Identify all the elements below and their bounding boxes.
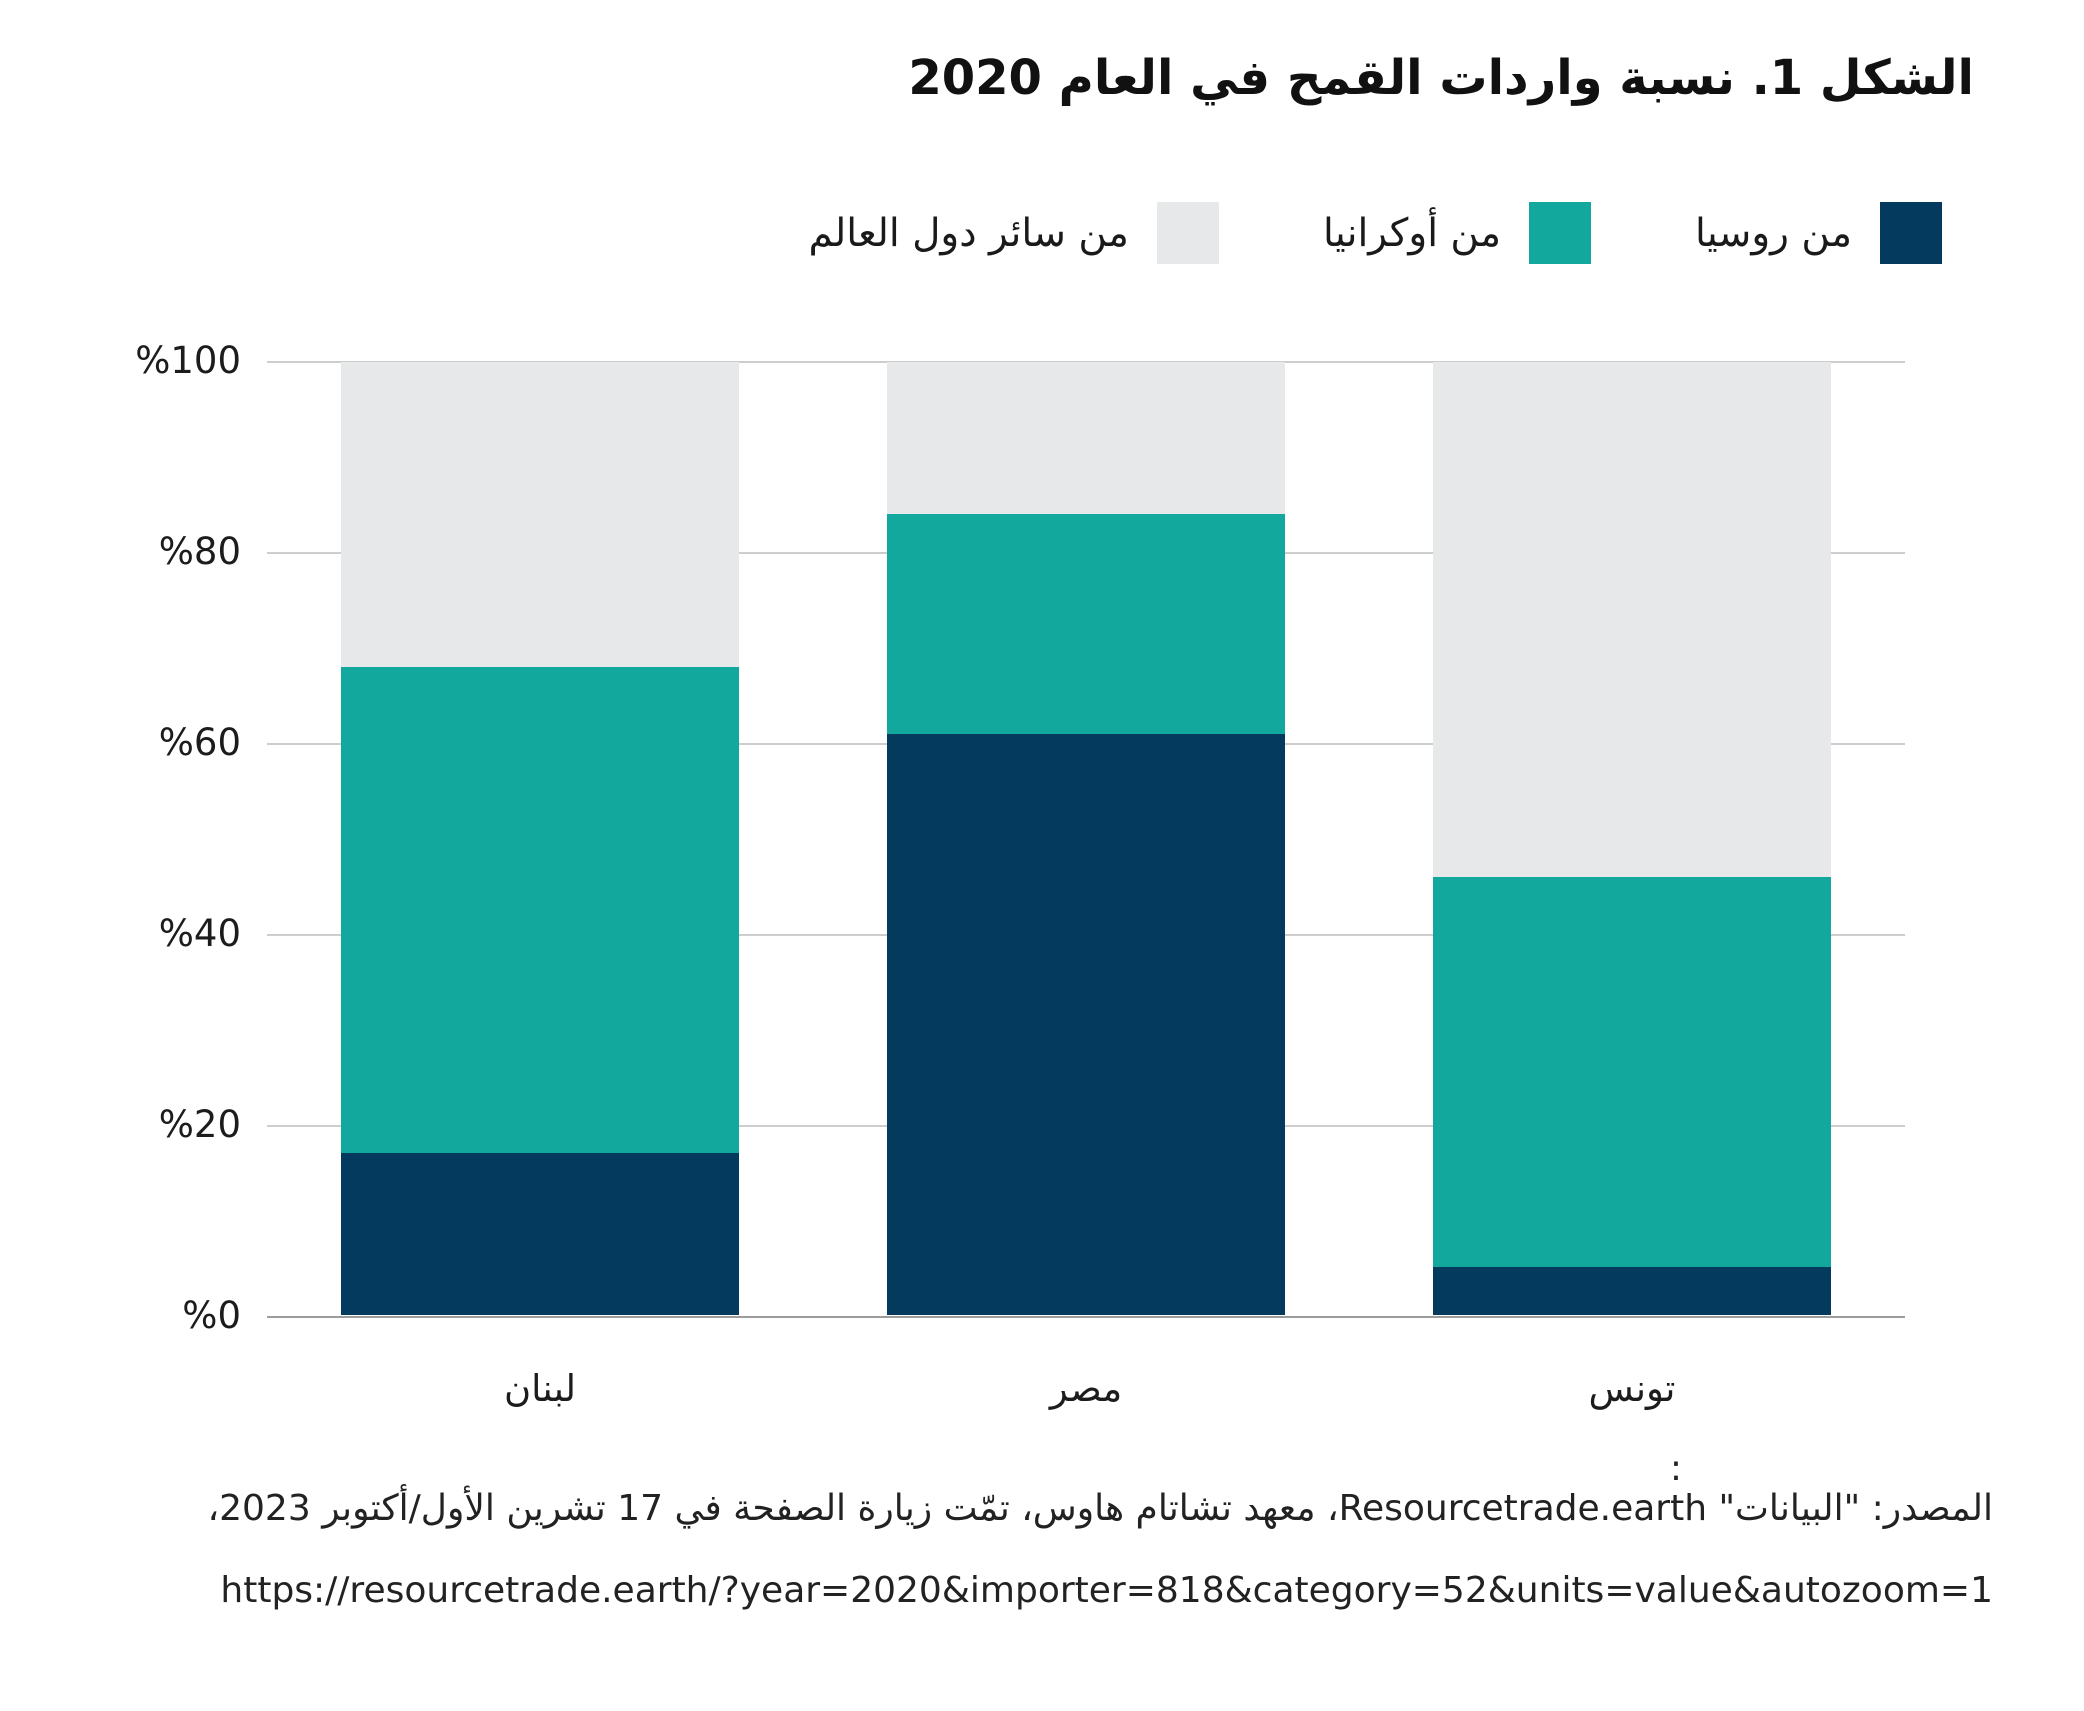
bar-column-0 bbox=[341, 362, 739, 1315]
chart-title: الشكل 1. نسبة واردات القمح في العام 2020 bbox=[908, 50, 1974, 106]
gridline-100 bbox=[267, 361, 1905, 363]
legend-swatch-icon bbox=[1880, 202, 1942, 264]
bar-segment-0-2 bbox=[341, 362, 739, 667]
y-axis-tick-label: %0 bbox=[182, 1293, 241, 1337]
bar-segment-1-1 bbox=[887, 514, 1285, 734]
bar-segment-0-1 bbox=[341, 666, 739, 1153]
legend-label: من روسيا bbox=[1695, 210, 1852, 256]
x-axis-label-2: تونس bbox=[1588, 1367, 1676, 1410]
source-url: https://resourcetrade.earth/?year=2020&i… bbox=[220, 1570, 1993, 1611]
x-axis-label-0: لبنان bbox=[503, 1367, 577, 1410]
gridline-0 bbox=[267, 1316, 1905, 1318]
legend-label: من سائر دول العالم bbox=[808, 210, 1129, 256]
x-axis-label-1: مصر bbox=[1049, 1367, 1123, 1410]
bar-segment-1-2 bbox=[887, 362, 1285, 515]
legend-item-0: من روسيا bbox=[1695, 202, 1942, 264]
bar-segment-2-0 bbox=[1433, 1267, 1831, 1315]
y-axis-tick-label: %20 bbox=[158, 1102, 241, 1146]
y-axis-tick-label: %100 bbox=[135, 338, 241, 382]
chart-legend: من روسيا من أوكرانيا من سائر دول العالم bbox=[808, 202, 1942, 264]
bar-column-2 bbox=[1433, 362, 1831, 1315]
source-colon: : bbox=[1669, 1448, 1682, 1489]
y-axis-tick-label: %40 bbox=[158, 911, 241, 955]
legend-item-1: من أوكرانيا bbox=[1322, 202, 1592, 264]
y-axis-tick-label: %60 bbox=[158, 720, 241, 764]
legend-item-2: من سائر دول العالم bbox=[808, 202, 1219, 264]
legend-label: من أوكرانيا bbox=[1322, 210, 1502, 256]
plot-area: %0 %20 %40 %60 %80 %100 لبنان مصر تونس bbox=[135, 339, 1905, 1410]
bar-segment-2-1 bbox=[1433, 876, 1831, 1268]
bar-segment-0-0 bbox=[341, 1153, 739, 1315]
y-axis-tick-label: %80 bbox=[158, 529, 241, 573]
source-text: المصدر: "البيانات" Resourcetrade.earth، … bbox=[207, 1488, 1994, 1529]
legend-swatch-icon bbox=[1529, 202, 1592, 264]
bar-column-1 bbox=[887, 362, 1285, 1315]
bar-segment-2-2 bbox=[1433, 362, 1831, 877]
bar-segment-1-0 bbox=[887, 733, 1285, 1315]
legend-swatch-icon bbox=[1156, 202, 1219, 264]
